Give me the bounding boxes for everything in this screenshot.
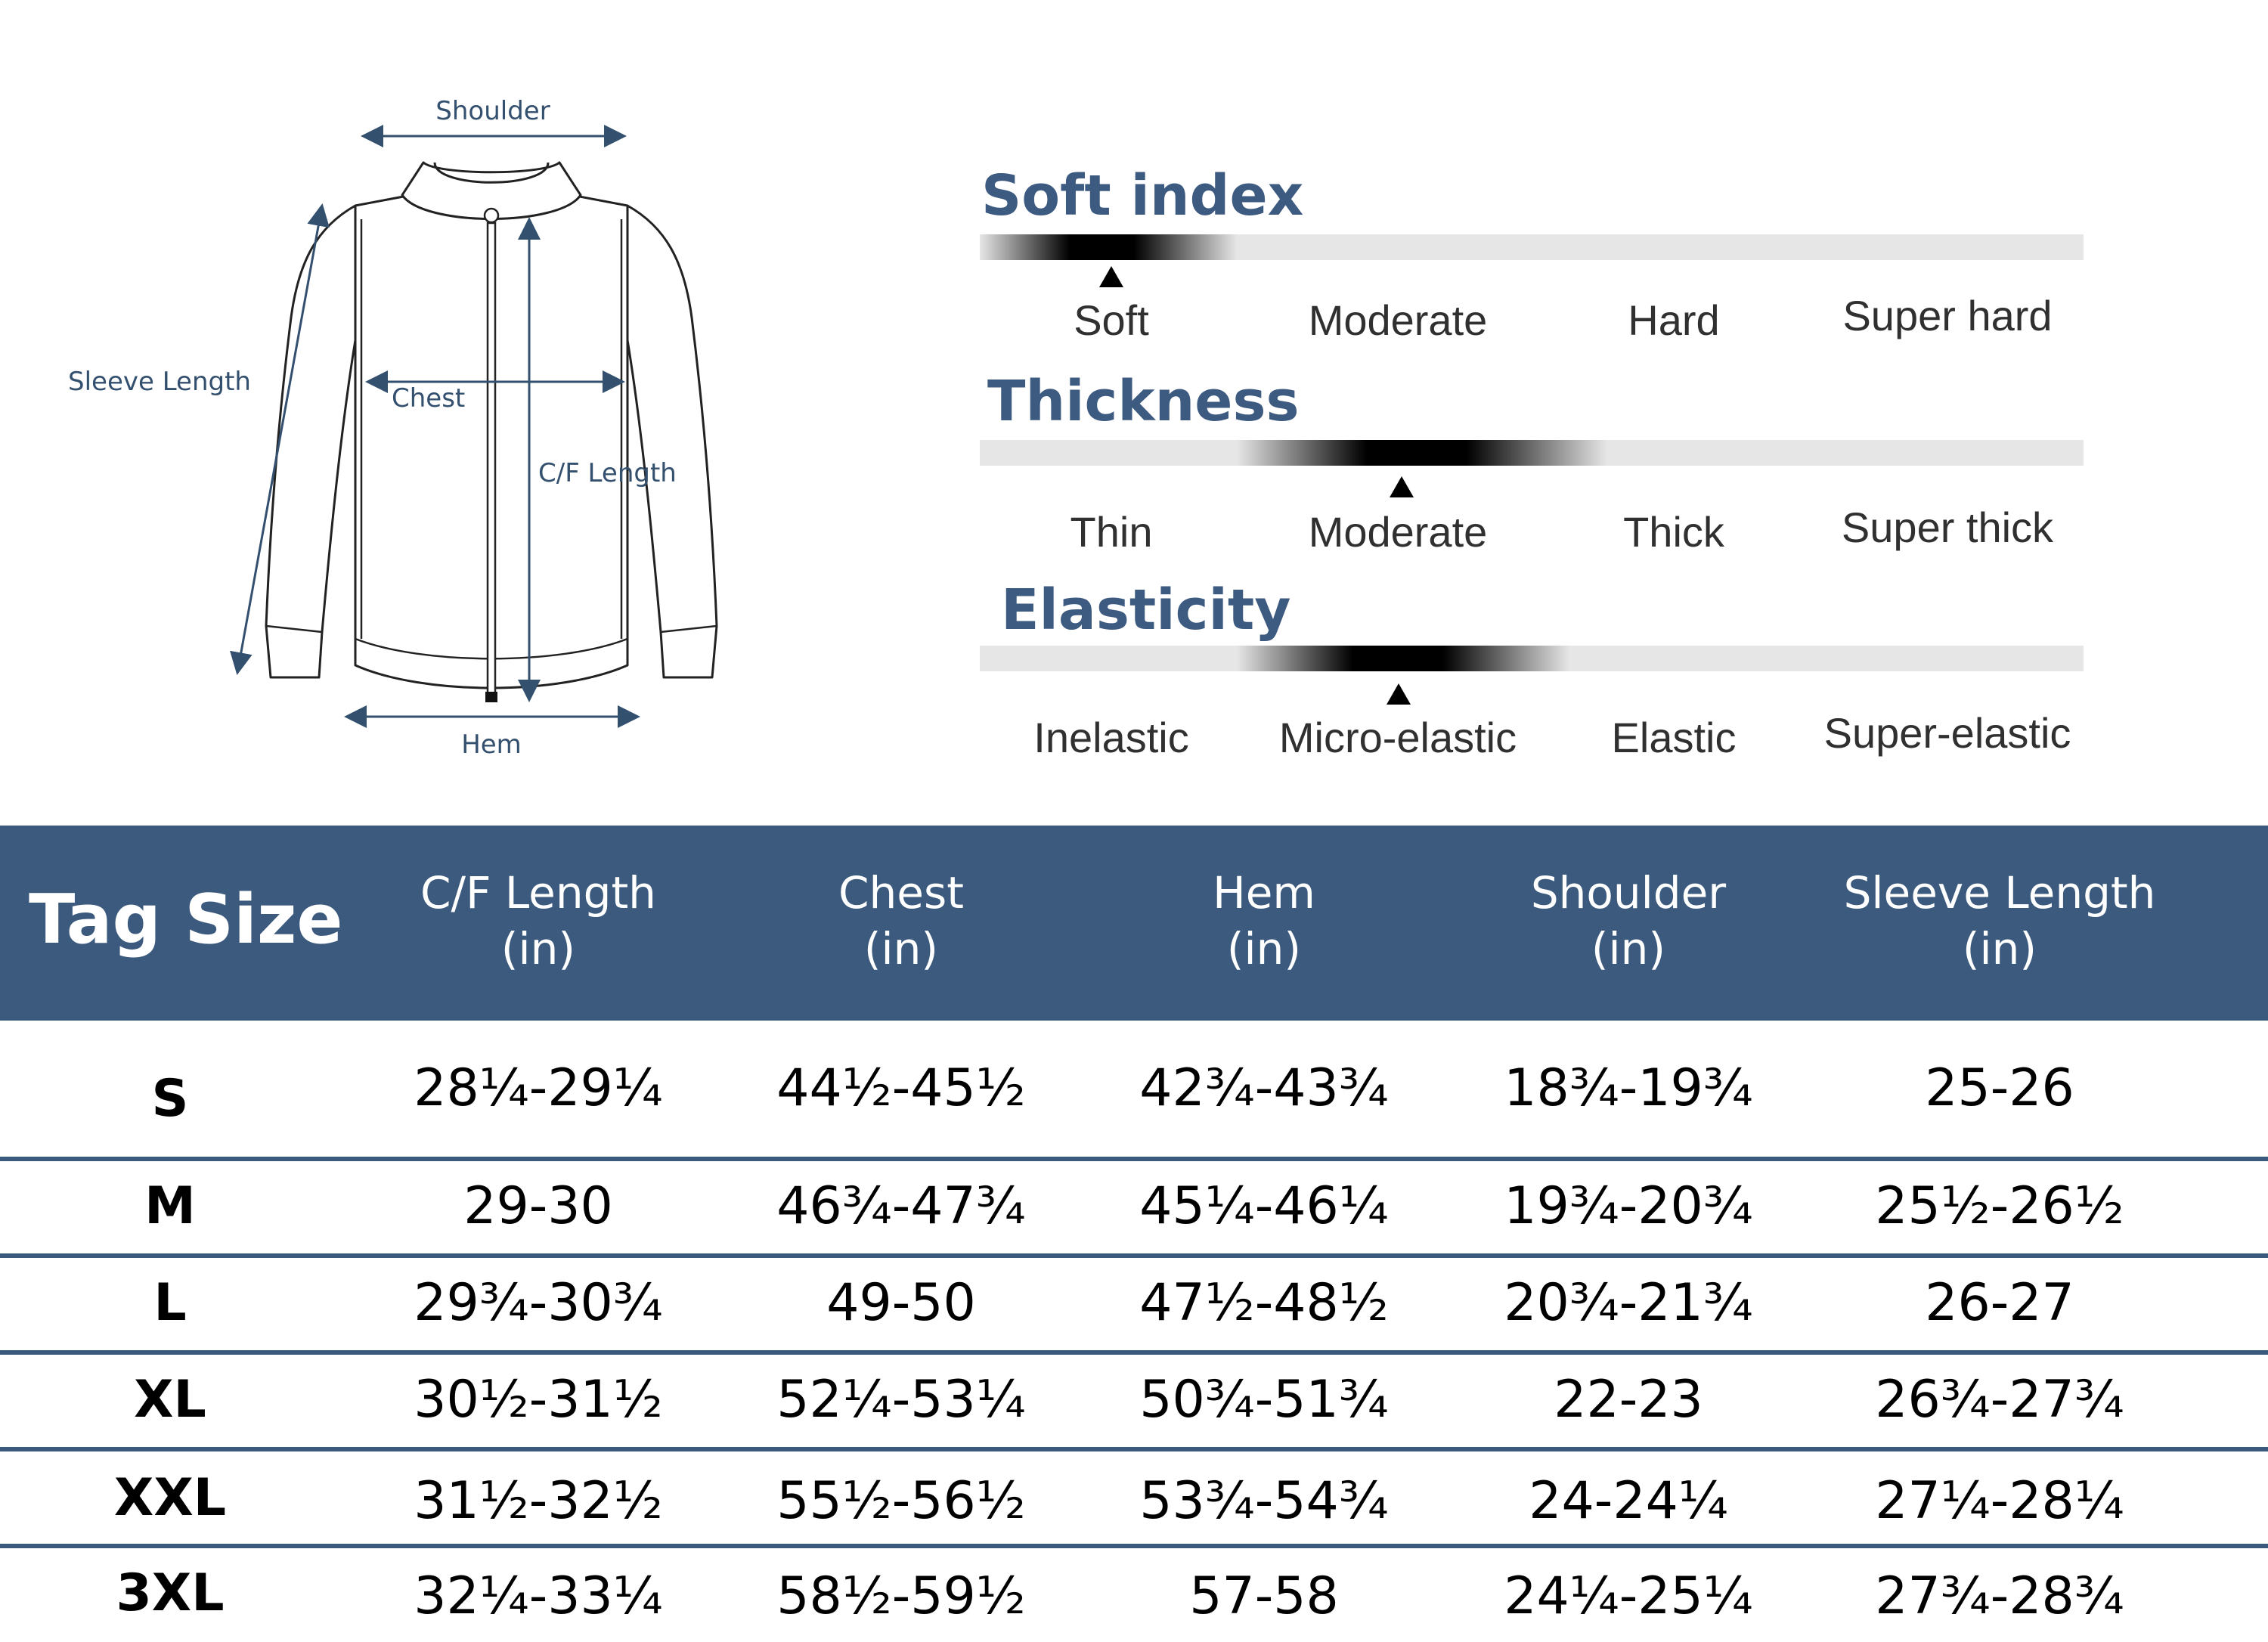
- cf-length-cell: 29-30: [463, 1176, 613, 1236]
- row-divider: [0, 1253, 2268, 1258]
- column-header-unit: (in): [1591, 923, 1666, 974]
- chest-cell: 44½-45½: [776, 1058, 1026, 1118]
- column-header-sleeve-length: Sleeve Length (in): [1814, 865, 2185, 977]
- thickness-bar-fill: [1237, 440, 1607, 466]
- shoulder-cell: 18¾-19¾: [1504, 1058, 1753, 1118]
- chest-label: Chest: [392, 383, 465, 414]
- chest-cell: 58½-59½: [776, 1566, 1026, 1626]
- row-divider: [0, 1350, 2268, 1355]
- thickness-title: Thickness: [987, 369, 1300, 434]
- soft-index-bar-fill: [980, 234, 1237, 260]
- shoulder-cell: 19¾-20¾: [1504, 1176, 1753, 1236]
- sleeve-length-cell: 26-27: [1925, 1273, 2074, 1333]
- thickness-option-super-thick: Super thick: [1841, 503, 2054, 551]
- column-header-label: Shoulder: [1530, 867, 1727, 919]
- tag-size-header: Tag Size: [29, 880, 343, 959]
- tag-size-cell: M: [144, 1176, 196, 1236]
- cf-length-label: C/F Length: [538, 458, 677, 488]
- soft-index-scale: Soft index Soft Moderate Hard Super hard: [980, 159, 2084, 386]
- hem-cell: 45¼-46¼: [1139, 1176, 1389, 1236]
- tag-size-cell: 3XL: [116, 1563, 225, 1623]
- thickness-marker: [1390, 476, 1414, 497]
- elasticity-bar-fill: [1237, 646, 1569, 671]
- measure-arrows: [230, 125, 640, 728]
- tag-size-cell: XL: [134, 1370, 206, 1430]
- table-row: 3XL 32¼-33¼ 58½-59½ 57-58 24¼-25¼ 27¾-28…: [0, 1568, 2268, 1628]
- column-header-shoulder: Shoulder (in): [1447, 865, 1810, 977]
- cf-length-cell: 30½-31½: [414, 1370, 663, 1430]
- soft-index-title: Soft index: [981, 163, 1304, 228]
- column-header-unit: (in): [500, 923, 576, 974]
- hem-cell: 42¾-43¾: [1139, 1058, 1389, 1118]
- thickness-option-thick: Thick: [1623, 508, 1724, 556]
- hem-cell: 57-58: [1189, 1566, 1339, 1626]
- elasticity-option-micro-elastic: Micro-elastic: [1278, 714, 1517, 761]
- table-row: S 28¼-29¼ 44½-45½ 42¾-43¾ 18¾-19¾ 25-26: [0, 1057, 2268, 1129]
- column-header-unit: (in): [1962, 923, 2037, 974]
- elasticity-bar: [980, 646, 2084, 671]
- tag-size-cell: XXL: [113, 1468, 227, 1528]
- column-header-label: C/F Length: [420, 867, 656, 919]
- chest-cell: 52¼-53¼: [776, 1370, 1026, 1430]
- column-header-label: Sleeve Length: [1843, 867, 2156, 919]
- shoulder-label: Shoulder: [435, 96, 550, 126]
- soft-index-bar: [980, 234, 2084, 260]
- thickness-scale: Thickness Thin Moderate Thick Super thic…: [980, 367, 2084, 594]
- hem-cell: 50¾-51¾: [1139, 1370, 1389, 1430]
- sleeve-length-cell: 25-26: [1925, 1058, 2074, 1118]
- table-row: M 29-30 46¾-47¾ 45¼-46¼ 19¾-20¾ 25½-26½: [0, 1181, 2268, 1241]
- elasticity-option-inelastic: Inelastic: [1033, 714, 1189, 761]
- tag-size-cell: L: [153, 1273, 187, 1333]
- sleeve-length-cell: 25½-26½: [1875, 1176, 2124, 1236]
- sleeve-length-cell: 27¾-28¾: [1875, 1566, 2124, 1626]
- cf-length-cell: 28¼-29¼: [414, 1058, 663, 1118]
- shoulder-cell: 24-24¼: [1529, 1471, 1728, 1531]
- elasticity-option-super-elastic: Super-elastic: [1823, 709, 2071, 757]
- table-row: XXL 31½-32½ 55½-56½ 53¾-54¾ 24-24¼ 27¼-2…: [0, 1473, 2268, 1533]
- soft-index-option-super-hard: Super hard: [1842, 292, 2053, 339]
- cf-length-cell: 29¾-30¾: [414, 1273, 663, 1333]
- row-divider: [0, 1157, 2268, 1161]
- thickness-option-moderate: Moderate: [1308, 508, 1488, 556]
- table-row: XL 30½-31½ 52¼-53¼ 50¾-51¾ 22-23 26¾-27¾: [0, 1374, 2268, 1435]
- column-header-label: Hem: [1213, 867, 1315, 919]
- soft-index-option-soft: Soft: [1074, 296, 1149, 344]
- jacket-diagram: Shoulder Sleeve Length Chest C/F Length …: [68, 96, 718, 760]
- hem-cell: 47½-48½: [1139, 1273, 1389, 1333]
- elasticity-marker: [1387, 683, 1411, 705]
- column-header-unit: (in): [1226, 923, 1302, 974]
- cf-length-cell: 31½-32½: [414, 1471, 663, 1531]
- tag-size-cell: S: [151, 1069, 189, 1129]
- soft-index-option-moderate: Moderate: [1308, 296, 1488, 344]
- column-header-label: Chest: [838, 867, 964, 919]
- chest-cell: 49-50: [826, 1273, 976, 1333]
- chest-cell: 46¾-47¾: [776, 1176, 1026, 1236]
- size-table: Tag Size C/F Length (in) Chest (in) Hem …: [0, 826, 2268, 1642]
- cf-length-cell: 32¼-33¼: [414, 1566, 663, 1626]
- soft-index-marker: [1099, 266, 1123, 287]
- row-divider: [0, 1544, 2268, 1548]
- elasticity-scale: Elasticity Inelastic Micro-elastic Elast…: [980, 576, 2084, 803]
- thickness-bar: [980, 440, 2084, 466]
- shoulder-cell: 20¾-21¾: [1504, 1273, 1753, 1333]
- column-header-unit: (in): [863, 923, 939, 974]
- row-divider: [0, 1447, 2268, 1451]
- shoulder-cell: 24¼-25¼: [1504, 1566, 1753, 1626]
- sleeve-length-cell: 27¼-28¼: [1875, 1471, 2124, 1531]
- sleeve-length-label: Sleeve Length: [68, 367, 251, 397]
- hem-cell: 53¾-54¾: [1139, 1471, 1389, 1531]
- sleeve-length-cell: 26¾-27¾: [1875, 1370, 2124, 1430]
- elasticity-title: Elasticity: [1001, 578, 1291, 643]
- column-header-chest: Chest (in): [720, 865, 1083, 977]
- column-header-cf-length: C/F Length (in): [357, 865, 720, 977]
- soft-index-option-hard: Hard: [1628, 296, 1720, 344]
- elasticity-option-elastic: Elastic: [1611, 714, 1737, 761]
- hem-label: Hem: [461, 730, 522, 760]
- shoulder-cell: 22-23: [1554, 1370, 1703, 1430]
- column-header-hem: Hem (in): [1083, 865, 1445, 977]
- thickness-option-thin: Thin: [1070, 508, 1153, 556]
- chest-cell: 55½-56½: [776, 1471, 1026, 1531]
- table-header: Tag Size C/F Length (in) Chest (in) Hem …: [0, 826, 2268, 1021]
- table-row: L 29¾-30¾ 49-50 47½-48½ 20¾-21¾ 26-27: [0, 1278, 2268, 1338]
